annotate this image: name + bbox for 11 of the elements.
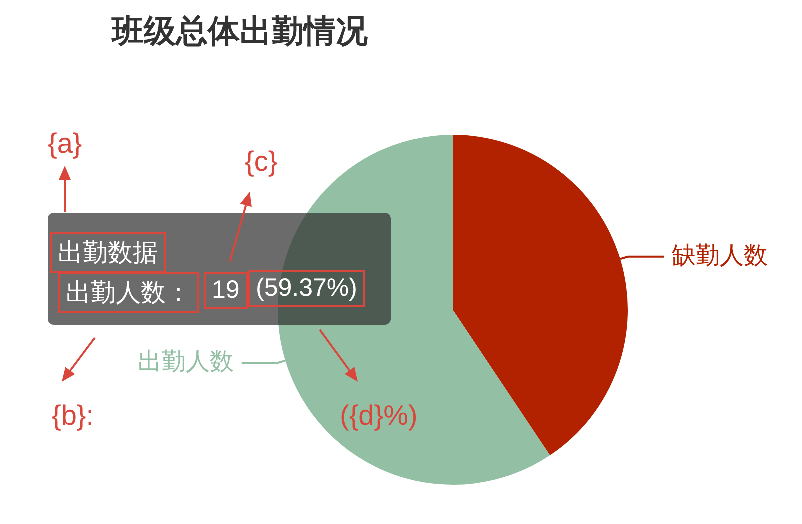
text: {c} <box>245 146 278 178</box>
text: ({d}%) <box>340 400 418 432</box>
text: (59.37%) <box>248 270 366 307</box>
text: 出勤数据 <box>50 232 166 273</box>
text: 19 <box>204 272 248 309</box>
text: {b}: <box>52 400 94 432</box>
text: {a} <box>48 128 82 160</box>
slice-label: 出勤人数 <box>138 348 234 376</box>
chart-title: 班级总体出勤情况 <box>112 12 368 51</box>
slice-label: 缺勤人数 <box>672 242 768 270</box>
text: 出勤人数： <box>58 272 199 313</box>
